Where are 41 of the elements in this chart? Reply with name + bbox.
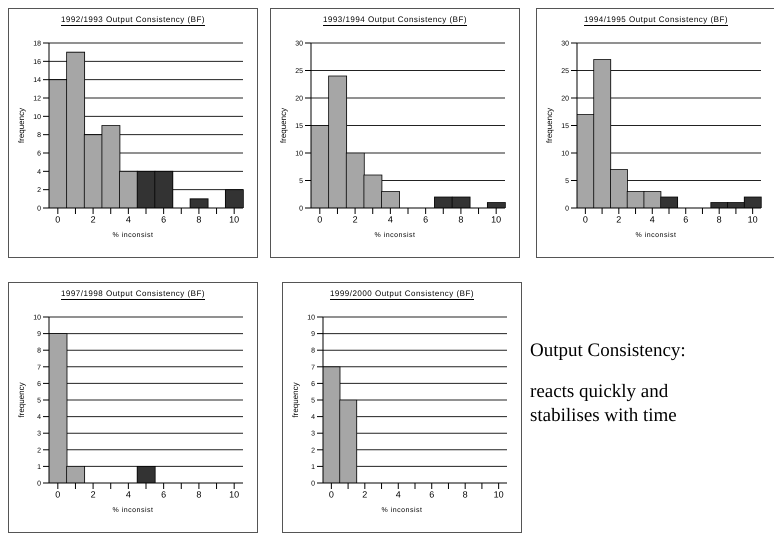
- y-axis-title: frequency: [290, 382, 300, 418]
- x-tick-label: 6: [429, 489, 434, 500]
- x-tick-label: 10: [491, 214, 502, 224]
- x-tick-label: 0: [328, 489, 334, 500]
- x-tick-label: 8: [458, 214, 464, 224]
- x-tick-label: 6: [683, 214, 688, 224]
- y-axis-title: frequency: [544, 108, 554, 144]
- text: reacts quickly and stabilises with time: [530, 380, 678, 428]
- chart-title: 1999/2000 Output Consistency (BF): [330, 289, 474, 300]
- chart-title: 1997/1998 Output Consistency (BF): [60, 289, 206, 300]
- x-tick-label: 8: [716, 214, 722, 224]
- x-tick-label: 6: [161, 214, 166, 224]
- x-tick-label: 4: [126, 214, 131, 224]
- x-tick-label: 10: [229, 214, 240, 224]
- x-tick-label: 2: [90, 214, 96, 224]
- x-tick-label: 2: [616, 214, 622, 224]
- y-axis-title: frequency: [16, 382, 26, 418]
- chart-title: 1994/1995 Output Consistency (BF): [584, 15, 728, 26]
- x-tick-label: 10: [229, 489, 240, 500]
- x-tick-label: 10: [494, 489, 504, 500]
- x-tick-label: 8: [462, 489, 468, 500]
- y-axis-title: frequency: [16, 108, 26, 144]
- x-tick-label: 2: [90, 489, 96, 500]
- x-tick-label: 2: [352, 214, 358, 224]
- chart-title: 1993/1994 Output Consistency (BF): [322, 15, 468, 26]
- text: Output Consistency:: [530, 340, 687, 362]
- x-tick-label: 2: [362, 489, 368, 500]
- x-tick-label: 4: [650, 214, 655, 224]
- x-tick-label: 4: [126, 489, 131, 500]
- x-tick-label: 4: [388, 214, 393, 224]
- x-tick-label: 0: [55, 489, 60, 500]
- x-tick-label: 4: [396, 489, 401, 500]
- x-tick-label: 6: [161, 489, 166, 500]
- chart-title: 1992/1993 Output Consistency (BF): [60, 15, 206, 26]
- x-tick-label: 8: [196, 489, 202, 500]
- x-tick-label: 0: [55, 214, 60, 224]
- y-axis-title: frequency: [278, 108, 288, 144]
- x-tick-label: 10: [748, 214, 758, 224]
- x-tick-label: 6: [423, 214, 428, 224]
- x-tick-label: 0: [582, 214, 588, 224]
- x-tick-label: 8: [196, 214, 202, 224]
